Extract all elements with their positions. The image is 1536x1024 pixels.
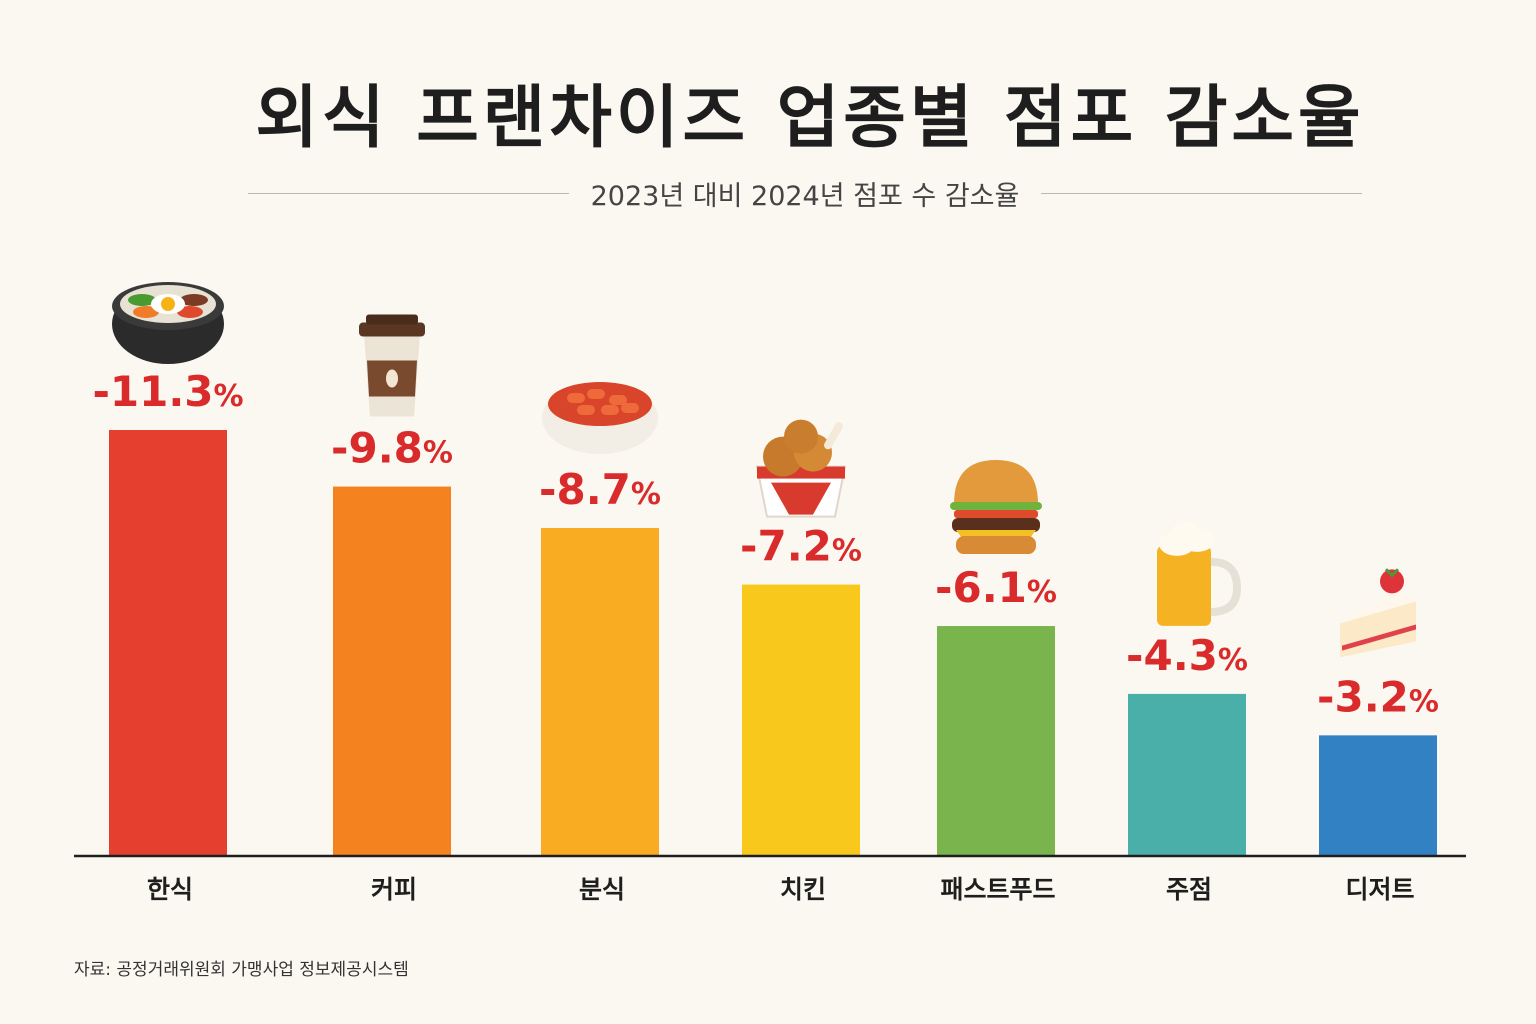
- category-label: 치킨: [780, 875, 826, 904]
- strawberry-cake-icon: [1340, 568, 1416, 658]
- bar-주점: [1128, 693, 1246, 856]
- category-label: 한식: [147, 875, 193, 904]
- subtitle-rule-left: [248, 192, 569, 194]
- value-label: -4.3%: [1126, 631, 1248, 680]
- subtitle-row: 2023년 대비 2024년 점포 수 감소율: [248, 175, 1362, 212]
- source-note: 자료: 공정거래위원회 가맹사업 정보제공시스템: [74, 960, 409, 980]
- value-label: -3.2%: [1317, 672, 1439, 721]
- bar-분식: [541, 528, 659, 856]
- burger-icon: [950, 460, 1042, 555]
- bar-한식: [109, 430, 227, 856]
- value-label: -6.1%: [935, 563, 1057, 612]
- bar-패스트푸드: [937, 626, 1055, 856]
- value-label: -7.2%: [740, 522, 862, 571]
- category-label: 주점: [1166, 875, 1212, 904]
- coffee-cup-icon: [359, 314, 425, 417]
- category-label: 커피: [371, 875, 417, 904]
- chart-title: 외식 프랜차이즈 업종별 점포 감소율: [255, 79, 1365, 158]
- category-label: 디저트: [1345, 875, 1414, 904]
- value-label: -9.8%: [331, 424, 453, 473]
- value-label: -11.3%: [92, 367, 243, 416]
- beer-mug-icon: [1157, 521, 1242, 626]
- bar-커피: [333, 486, 451, 856]
- fried-chicken-icon: [755, 419, 847, 518]
- bar-치킨: [742, 584, 860, 856]
- value-label: -8.7%: [539, 465, 661, 514]
- bar-디저트: [1319, 735, 1437, 856]
- category-label: 패스트푸드: [940, 875, 1055, 904]
- bibimbap-icon: [112, 282, 224, 364]
- tteokbokki-icon: [542, 382, 658, 455]
- category-label: 분식: [579, 875, 625, 904]
- subtitle-rule-right: [1041, 192, 1362, 194]
- chart-subtitle: 2023년 대비 2024년 점포 수 감소율: [590, 180, 1020, 212]
